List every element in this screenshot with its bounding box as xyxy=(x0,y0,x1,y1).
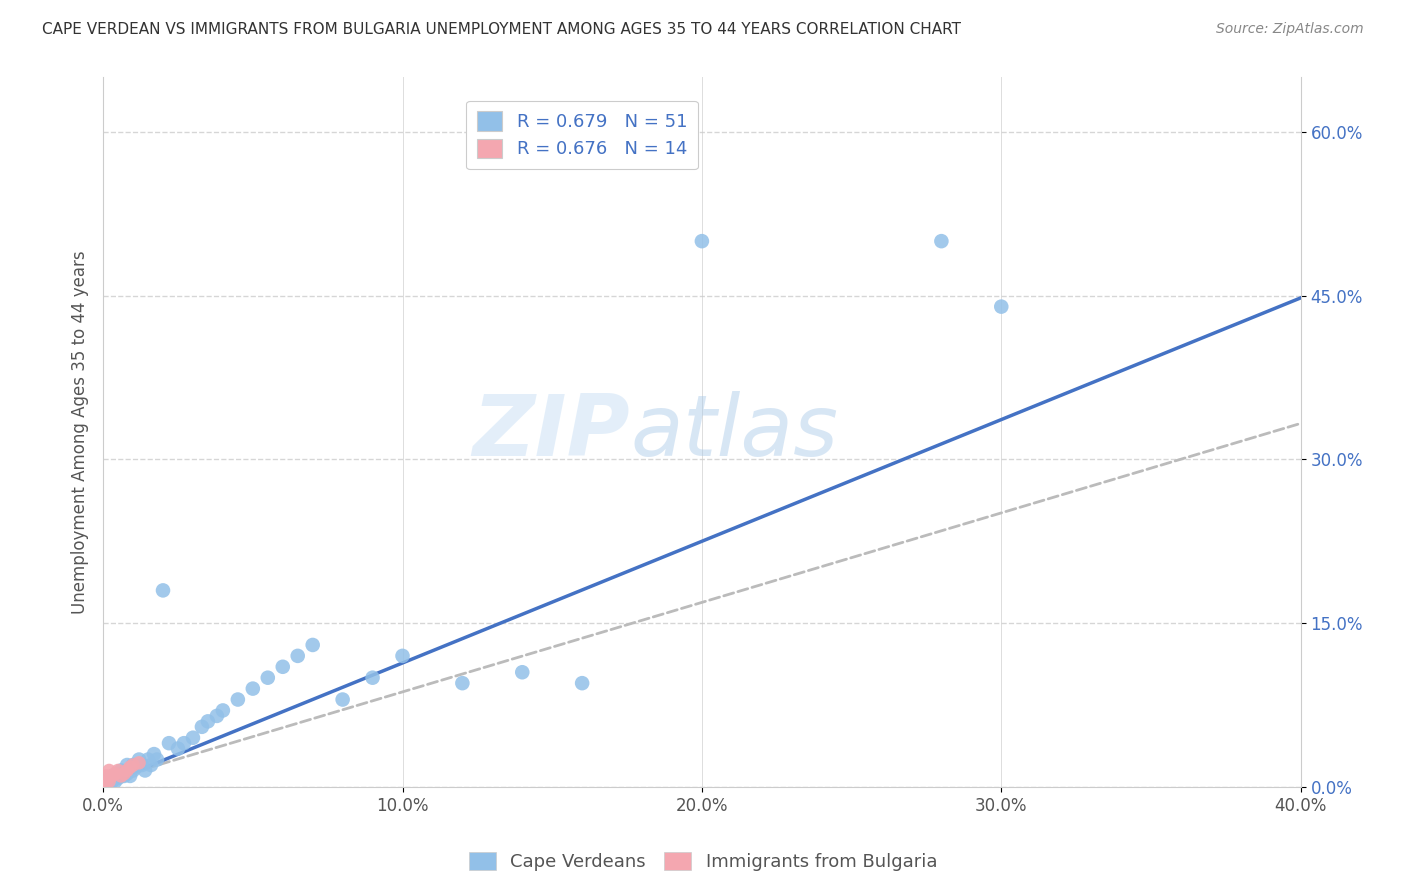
Point xyxy=(104,769,127,783)
Point xyxy=(122,764,145,778)
Point xyxy=(120,769,142,783)
Point xyxy=(107,766,129,780)
Point xyxy=(181,731,204,745)
Point xyxy=(112,766,135,780)
Text: Source: ZipAtlas.com: Source: ZipAtlas.com xyxy=(1216,22,1364,37)
Point xyxy=(115,766,138,780)
Point xyxy=(271,660,294,674)
Point xyxy=(101,774,124,789)
Point xyxy=(361,671,384,685)
Point xyxy=(107,771,129,785)
Point xyxy=(101,769,124,783)
Point xyxy=(107,764,129,778)
Point xyxy=(98,774,121,789)
Point xyxy=(197,714,219,729)
Point xyxy=(128,753,150,767)
Point xyxy=(167,741,190,756)
Point xyxy=(451,676,474,690)
Point xyxy=(191,720,214,734)
Point xyxy=(110,764,132,778)
Point xyxy=(112,769,135,783)
Point xyxy=(134,764,156,778)
Point xyxy=(391,648,413,663)
Point xyxy=(510,665,533,680)
Point xyxy=(157,736,180,750)
Point xyxy=(139,758,162,772)
Point xyxy=(332,692,354,706)
Point xyxy=(136,753,159,767)
Point xyxy=(931,234,953,248)
Point xyxy=(94,780,117,794)
Point xyxy=(690,234,713,248)
Point xyxy=(101,769,124,783)
Point xyxy=(226,692,249,706)
Point xyxy=(205,709,228,723)
Point xyxy=(110,769,132,783)
Point xyxy=(122,758,145,772)
Point xyxy=(143,747,166,761)
Point xyxy=(110,769,132,783)
Legend: Cape Verdeans, Immigrants from Bulgaria: Cape Verdeans, Immigrants from Bulgaria xyxy=(461,845,945,879)
Point xyxy=(98,776,121,790)
Y-axis label: Unemployment Among Ages 35 to 44 years: Unemployment Among Ages 35 to 44 years xyxy=(72,251,89,614)
Point xyxy=(112,766,135,780)
Point xyxy=(122,758,145,772)
Point xyxy=(571,676,593,690)
Point xyxy=(212,703,235,717)
Legend: R = 0.679   N = 51, R = 0.676   N = 14: R = 0.679 N = 51, R = 0.676 N = 14 xyxy=(467,101,699,169)
Point xyxy=(990,300,1012,314)
Point xyxy=(131,758,153,772)
Point xyxy=(91,780,114,794)
Point xyxy=(120,760,142,774)
Point xyxy=(128,756,150,770)
Text: CAPE VERDEAN VS IMMIGRANTS FROM BULGARIA UNEMPLOYMENT AMONG AGES 35 TO 44 YEARS : CAPE VERDEAN VS IMMIGRANTS FROM BULGARIA… xyxy=(42,22,962,37)
Point xyxy=(104,766,127,780)
Point xyxy=(152,583,174,598)
Point xyxy=(146,753,169,767)
Point xyxy=(94,774,117,789)
Text: atlas: atlas xyxy=(630,391,838,474)
Point xyxy=(115,764,138,778)
Point xyxy=(98,764,121,778)
Point xyxy=(115,758,138,772)
Point xyxy=(242,681,264,696)
Point xyxy=(287,648,309,663)
Point xyxy=(256,671,278,685)
Text: ZIP: ZIP xyxy=(472,391,630,474)
Point xyxy=(301,638,323,652)
Point xyxy=(173,736,195,750)
Point xyxy=(94,774,117,789)
Point xyxy=(98,771,121,785)
Point xyxy=(125,760,148,774)
Point xyxy=(104,774,127,789)
Point xyxy=(94,769,117,783)
